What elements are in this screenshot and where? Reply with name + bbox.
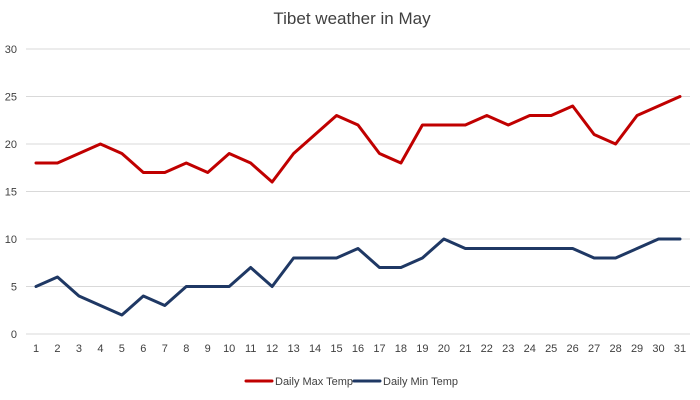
x-tick-label: 19 [416, 343, 428, 355]
y-tick-label: 0 [11, 329, 17, 341]
y-tick-label: 30 [5, 44, 17, 56]
x-tick-label: 24 [524, 343, 536, 355]
x-tick-label: 25 [545, 343, 557, 355]
legend: Daily Max Temp Daily Min Temp [244, 376, 458, 388]
x-tick-label: 5 [119, 343, 125, 355]
legend-label: Daily Max Temp [275, 376, 353, 388]
series-lines [34, 95, 682, 317]
x-tick-label: 1 [33, 343, 39, 355]
x-tick-label: 4 [97, 343, 103, 355]
y-tick-label: 5 [11, 282, 17, 294]
x-axis-ticks: 1 2 3 4 5 6 7 8 9 10 11 12 13 14 15 16 17 18 19 20 21 22 23 24 2… [33, 343, 686, 355]
x-tick-label: 12 [266, 343, 278, 355]
series-line-max-temp [34, 95, 682, 184]
x-tick-label: 22 [481, 343, 493, 355]
x-tick-label: 8 [183, 343, 189, 355]
y-tick-label: 15 [5, 187, 17, 199]
legend-label: Daily Min Temp [383, 376, 458, 388]
y-axis-ticks: 0 5 10 15 20 25 30 [5, 44, 17, 341]
x-tick-label: 13 [287, 343, 299, 355]
chart-title: Tibet weather in May [273, 9, 431, 28]
x-tick-label: 31 [674, 343, 686, 355]
x-tick-label: 14 [309, 343, 321, 355]
x-tick-label: 17 [373, 343, 385, 355]
x-tick-label: 18 [395, 343, 407, 355]
x-tick-label: 2 [54, 343, 60, 355]
y-tick-label: 25 [5, 92, 17, 104]
x-tick-label: 11 [245, 343, 256, 355]
x-tick-label: 16 [352, 343, 364, 355]
x-tick-label: 6 [140, 343, 146, 355]
y-tick-label: 20 [5, 139, 17, 151]
x-tick-label: 27 [588, 343, 600, 355]
x-tick-label: 3 [76, 343, 82, 355]
x-tick-label: 30 [652, 343, 664, 355]
x-tick-label: 26 [567, 343, 579, 355]
x-tick-label: 15 [330, 343, 342, 355]
x-tick-label: 7 [162, 343, 168, 355]
gridlines [26, 48, 690, 335]
x-tick-label: 21 [459, 343, 471, 355]
x-tick-label: 23 [502, 343, 514, 355]
y-tick-label: 10 [5, 234, 17, 246]
series-line-min-temp [34, 237, 682, 317]
x-tick-label: 20 [438, 343, 450, 355]
x-tick-label: 29 [631, 343, 643, 355]
x-tick-label: 28 [609, 343, 621, 355]
x-tick-label: 10 [223, 343, 235, 355]
x-tick-label: 9 [205, 343, 211, 355]
